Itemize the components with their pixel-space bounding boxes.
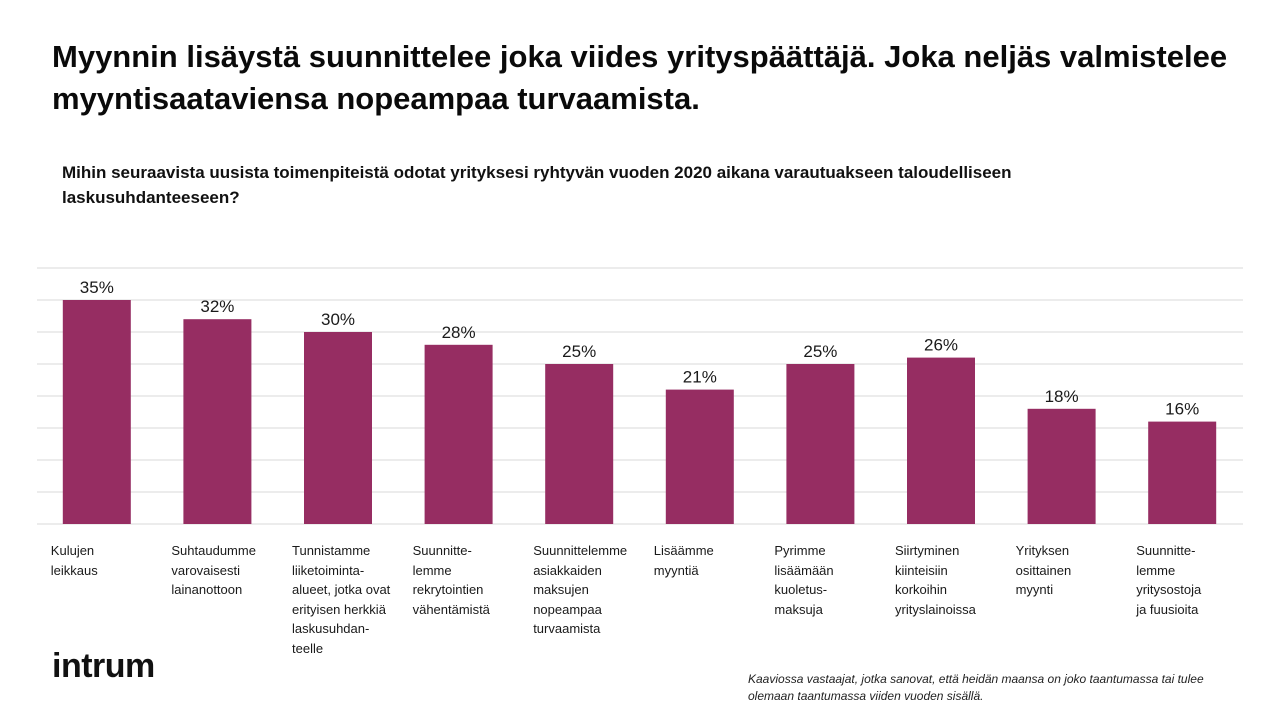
data-label: 32% [200,297,234,316]
data-label: 18% [1045,387,1079,406]
category-label: Tunnistamme liiketoiminta- alueet, jotka… [292,543,391,656]
data-label: 21% [683,368,717,387]
category-label: Pyrimme lisäämään kuoletus- maksuja [774,543,834,617]
category-label: Kulujen leikkaus [50,543,98,578]
data-label: 35% [80,278,114,297]
bar [1148,421,1217,524]
bar [304,332,372,524]
page-title: Myynnin lisäystä suunnittelee joka viide… [52,39,1228,116]
bar [183,319,252,524]
data-label: 26% [924,336,958,355]
category-label: Yrityksen osittainen myynti [1015,543,1072,597]
bar [907,357,975,524]
bar [545,364,614,524]
category-label: Lisäämme myyntiä [653,543,714,578]
bar [424,344,493,524]
intrum-logo: intrum [52,647,155,685]
data-label: 25% [803,342,837,361]
bar [665,389,734,524]
category-label: Suhtaudumme varovaisesti lainanottoon [171,543,256,597]
category-label: Suunnitte- lemme rekrytointien vähentämi… [412,543,490,617]
bar [1027,408,1096,524]
category-label: Suunnittelemme asiakkaiden maksujen nope… [533,543,628,636]
bar [786,364,855,524]
bar [62,300,131,524]
survey-question: Mihin seuraavista uusista toimenpiteistä… [62,163,1012,207]
category-label: Siirtyminen kiinteisiin korkoihin yritys… [895,543,976,617]
footnote: Kaaviossa vastaajat, jotka sanovat, että… [748,672,1204,703]
data-label: 16% [1165,400,1199,419]
data-label: 25% [562,342,596,361]
data-label: 28% [442,323,476,342]
data-label: 30% [321,310,355,329]
category-label: Suunnitte- lemme yritysostoja ja fuusioi… [1136,543,1202,617]
